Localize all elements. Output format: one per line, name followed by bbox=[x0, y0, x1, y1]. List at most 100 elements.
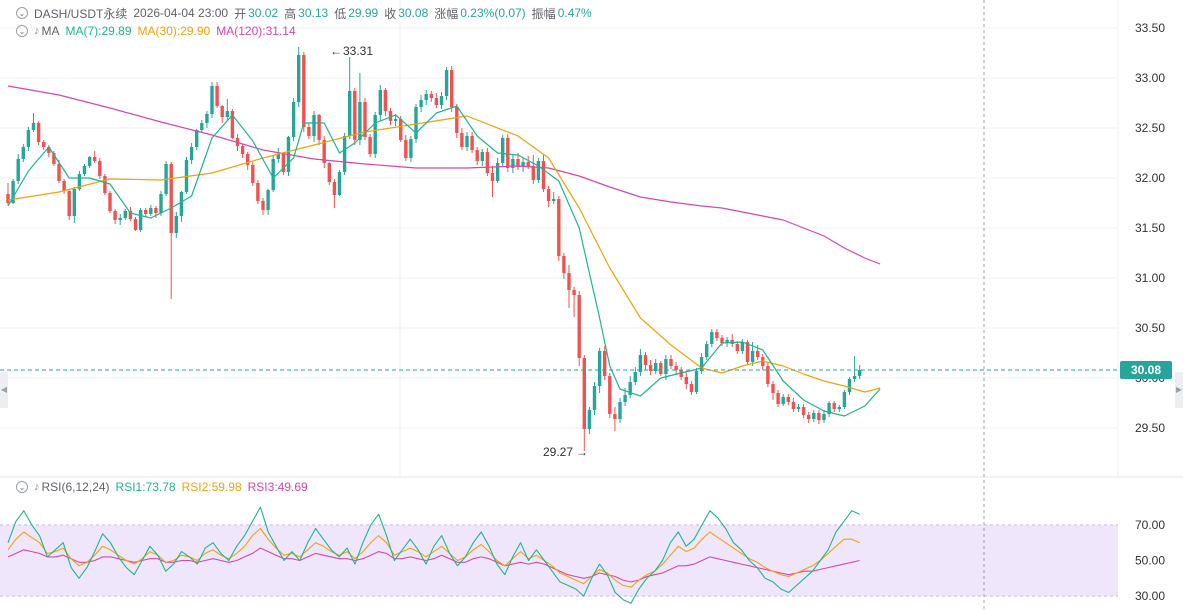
candle-body bbox=[603, 351, 607, 376]
candle bbox=[108, 191, 112, 213]
candle-body bbox=[281, 154, 286, 172]
chevron-icon[interactable]: ⌄ bbox=[16, 7, 28, 19]
candle-body bbox=[801, 407, 806, 415]
rsi-indicator-name[interactable]: RSI(6,12,24) bbox=[41, 480, 110, 494]
candle-body bbox=[11, 181, 15, 203]
candle-body bbox=[276, 154, 280, 159]
candle bbox=[842, 390, 847, 409]
change-value: 0.23%(0.07) bbox=[460, 6, 526, 20]
candle bbox=[312, 111, 316, 142]
candle-body bbox=[490, 173, 495, 181]
candle-body bbox=[613, 414, 617, 419]
candle-body bbox=[195, 130, 199, 147]
candle bbox=[852, 356, 857, 382]
rsi3-line bbox=[7, 547, 860, 583]
bell-icon[interactable]: ♪ bbox=[34, 25, 40, 37]
low-price-marker: 29.27 → bbox=[543, 445, 588, 459]
candle bbox=[511, 155, 515, 173]
candle bbox=[93, 151, 97, 163]
candle-body bbox=[103, 176, 107, 193]
candle-body bbox=[138, 210, 143, 230]
ma-indicator-name[interactable]: MA bbox=[41, 24, 60, 38]
candle bbox=[822, 410, 826, 423]
candle bbox=[271, 156, 275, 192]
candle bbox=[603, 346, 607, 380]
candle bbox=[36, 121, 41, 145]
candle bbox=[633, 367, 637, 385]
candle-body bbox=[159, 194, 163, 213]
price-tick-label: 31.00 bbox=[1135, 271, 1165, 285]
rsi-legend: ⌄ ♪ RSI(6,12,24) RSI1:73.78 RSI2:59.98 R… bbox=[16, 478, 314, 496]
symbol-label[interactable]: DASH/USDT永续 bbox=[34, 6, 128, 21]
candle bbox=[353, 88, 357, 145]
candle bbox=[195, 129, 199, 150]
candle bbox=[174, 212, 178, 238]
candle bbox=[82, 164, 87, 176]
candle-body bbox=[409, 139, 413, 158]
candle-body bbox=[144, 210, 148, 214]
candle-body bbox=[495, 163, 500, 181]
candle-body bbox=[123, 211, 127, 218]
candle bbox=[307, 123, 311, 139]
high-marker-label: 33.31 bbox=[343, 44, 373, 58]
candle bbox=[847, 377, 852, 395]
candle-body bbox=[587, 410, 592, 429]
candle bbox=[164, 161, 168, 196]
bell-icon[interactable]: ♪ bbox=[34, 481, 40, 493]
candle bbox=[57, 160, 61, 183]
candle-body bbox=[302, 55, 306, 127]
candle bbox=[858, 365, 862, 379]
candle-body bbox=[597, 351, 602, 386]
candle-body bbox=[648, 365, 653, 371]
scroll-right-handle[interactable]: ▶ bbox=[1175, 372, 1183, 408]
candle bbox=[317, 114, 321, 145]
candle bbox=[837, 405, 841, 412]
candle-body bbox=[791, 402, 796, 409]
candle bbox=[189, 143, 194, 164]
candle-body bbox=[546, 189, 551, 201]
candle bbox=[597, 348, 602, 393]
chevron-icon[interactable]: ⌄ bbox=[16, 25, 28, 37]
candle bbox=[434, 93, 439, 108]
candle-body bbox=[475, 150, 479, 161]
candle-body bbox=[225, 111, 229, 117]
rsi1-line bbox=[7, 506, 860, 604]
candle-body bbox=[169, 164, 173, 233]
ma30-line bbox=[7, 115, 881, 393]
candle bbox=[337, 170, 342, 196]
candle-body bbox=[57, 164, 61, 181]
candle-body bbox=[383, 90, 388, 111]
candle bbox=[200, 120, 204, 133]
candle bbox=[694, 368, 699, 394]
candle bbox=[424, 90, 428, 105]
candle-body bbox=[511, 159, 515, 168]
candle bbox=[776, 390, 780, 407]
candle-body bbox=[348, 91, 352, 136]
candle bbox=[715, 329, 719, 341]
candle-body bbox=[332, 182, 337, 195]
candle-body bbox=[858, 370, 862, 376]
candle-body bbox=[317, 115, 321, 140]
candle-body bbox=[485, 152, 490, 173]
candle-body bbox=[786, 397, 790, 402]
candle-body bbox=[307, 127, 311, 136]
candle bbox=[205, 111, 209, 128]
candle bbox=[342, 133, 347, 175]
chevron-icon[interactable]: ⌄ bbox=[16, 481, 28, 493]
candle-body bbox=[439, 96, 444, 105]
candle-body bbox=[567, 273, 571, 290]
candle bbox=[705, 341, 709, 360]
candle-body bbox=[720, 338, 724, 343]
close-label: 收 bbox=[384, 6, 397, 21]
rsi1-value: RSI1:73.78 bbox=[115, 480, 176, 494]
candle-body bbox=[827, 403, 831, 414]
candle-body bbox=[837, 407, 841, 409]
scroll-left-handle[interactable]: ◀ bbox=[0, 372, 8, 408]
candle-body bbox=[699, 357, 704, 371]
candle bbox=[521, 158, 525, 172]
candle-body bbox=[516, 159, 520, 167]
candle bbox=[506, 134, 510, 172]
candle-body bbox=[526, 162, 530, 166]
